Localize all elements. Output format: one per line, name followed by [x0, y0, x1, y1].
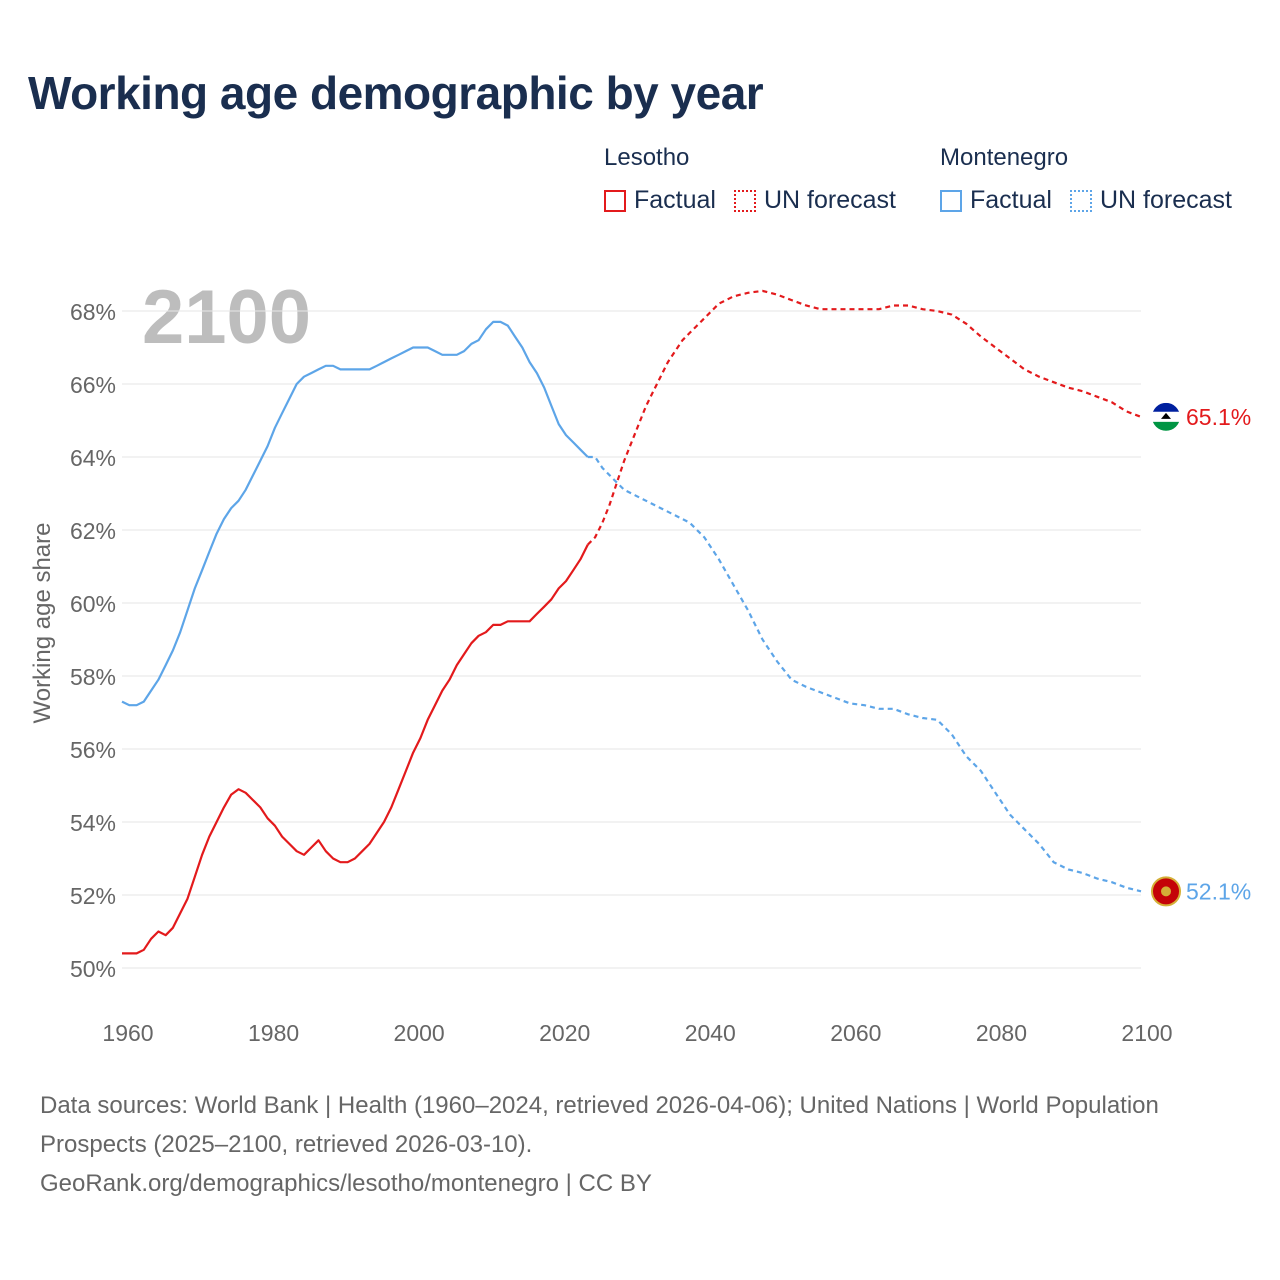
x-tick-label: 2040 [685, 1020, 736, 1046]
legend-montenegro-factual[interactable]: Factual [940, 186, 1052, 215]
legend-label: Factual [634, 186, 716, 214]
x-tick-label: 1960 [102, 1020, 153, 1046]
legend-label: UN forecast [1099, 186, 1232, 214]
legend-label: UN forecast [763, 186, 896, 214]
legend-group-lesotho: Lesotho Factual UN forecast [604, 144, 896, 215]
legend-swatch-solid [940, 189, 962, 212]
lesotho-flag-icon [1152, 402, 1180, 431]
legend-label: Factual [970, 186, 1052, 214]
y-tick-label: 50% [70, 956, 116, 982]
end-value-label: 65.1% [1186, 404, 1251, 430]
x-tick-label: 2060 [830, 1020, 881, 1046]
y-tick-label: 64% [70, 445, 116, 471]
legend-lesotho-forecast[interactable]: UN forecast [733, 186, 896, 215]
legend-lesotho-factual[interactable]: Factual [604, 186, 716, 215]
chart-title: Working age demographic by year [28, 67, 764, 119]
footer-link[interactable]: GeoRank.org/demographics/lesotho/montene… [40, 1170, 652, 1197]
x-tick-label: 1980 [248, 1020, 299, 1046]
year-watermark: 2100 [142, 275, 311, 360]
x-tick-label: 2080 [976, 1020, 1027, 1046]
montenegro-flag-icon [1151, 876, 1181, 907]
legend-group-name: Montenegro [940, 144, 1069, 171]
x-tick-label: 2000 [394, 1020, 445, 1046]
end-value-label: 52.1% [1186, 878, 1251, 904]
legend-swatch-dotted [733, 189, 756, 212]
footer-sources: Data sources: World Bank | Health (1960–… [40, 1092, 1159, 1158]
line-chart: 2100 50% 52% 54% 56% 58% 60% 62% 64% 66% 68% 1960… [29, 275, 1251, 1046]
legend-montenegro-forecast[interactable]: UN forecast [1069, 186, 1232, 215]
y-axis-label: Working age share [29, 523, 56, 724]
y-tick-label: 62% [70, 518, 116, 544]
y-tick-label: 68% [70, 299, 116, 325]
legend-swatch-solid [604, 189, 626, 212]
y-tick-label: 52% [70, 883, 116, 909]
series-line-montenegro-factual[interactable] [121, 320, 589, 707]
y-tick-label: 54% [70, 810, 116, 836]
x-tick-label: 2020 [539, 1020, 590, 1046]
series-line-lesotho-forecast[interactable] [587, 289, 1142, 546]
legend-group-name: Lesotho [604, 144, 690, 171]
y-tick-label: 66% [70, 372, 116, 398]
x-tick-label: 2100 [1121, 1020, 1172, 1046]
legend-swatch-dotted [1069, 189, 1092, 212]
series-line-montenegro-forecast[interactable] [587, 455, 1142, 893]
y-tick-label: 58% [70, 664, 116, 690]
y-tick-label: 56% [70, 737, 116, 763]
footer: Data sources: World Bank | Health (1960–… [40, 1086, 1220, 1203]
y-tick-label: 60% [70, 591, 116, 617]
series-line-lesotho-factual[interactable] [122, 544, 589, 955]
legend-group-montenegro: Montenegro Factual UN forecast [940, 144, 1232, 215]
